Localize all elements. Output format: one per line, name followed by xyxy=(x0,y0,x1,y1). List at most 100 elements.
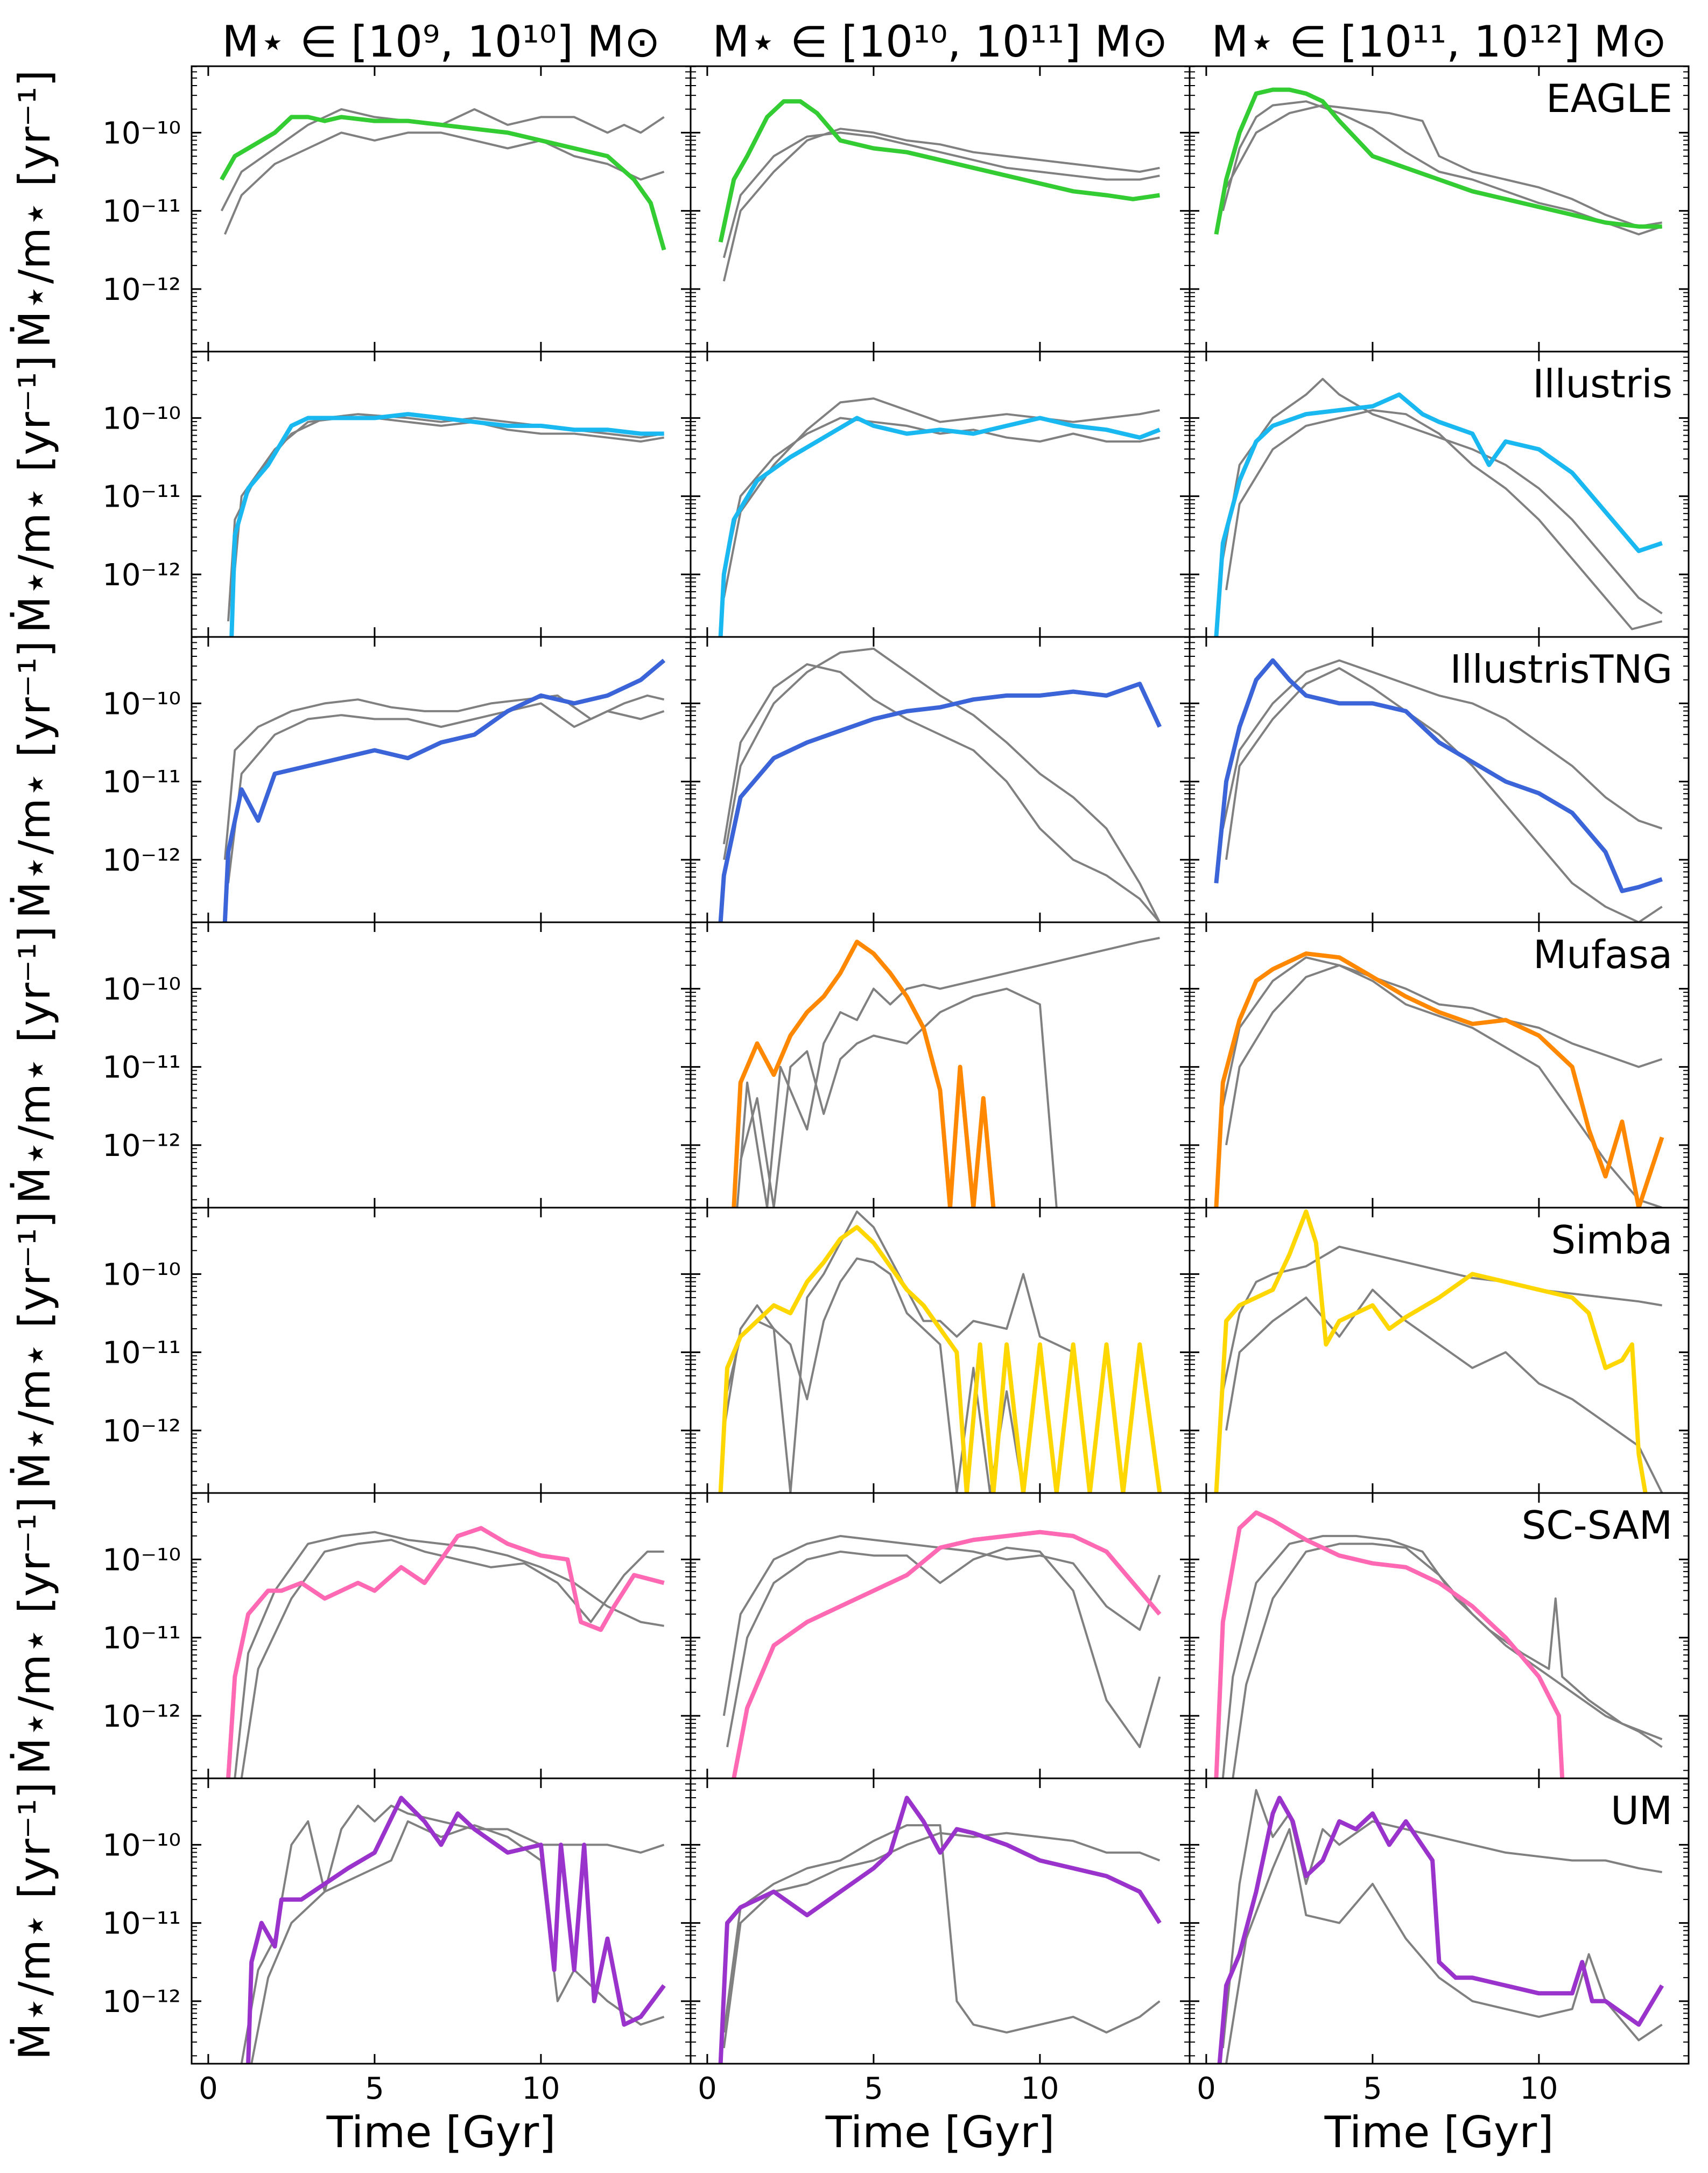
comparison-series-line xyxy=(722,1210,1091,1493)
y-tick-label: 10⁻¹⁰ xyxy=(102,686,181,721)
y-tick-label: 10⁻¹⁰ xyxy=(102,116,181,151)
y-tick-label: 10⁻¹² xyxy=(102,1414,181,1449)
x-tick-label: 5 xyxy=(864,2071,883,2106)
y-axis-label: Ṁ⋆/m⋆ [yr⁻¹] xyxy=(10,1782,60,2060)
highlight-series-line xyxy=(226,1526,665,1778)
panel: Simba xyxy=(1189,1207,1690,1494)
y-tick-label: 10⁻¹² xyxy=(102,1699,181,1734)
panel-frame xyxy=(690,1777,1191,2065)
comparison-series-line xyxy=(230,417,664,606)
comparison-series-line xyxy=(220,108,665,212)
panel-frame xyxy=(690,65,1191,353)
comparison-series-line xyxy=(722,1824,1161,2034)
ticks xyxy=(1190,1778,1689,2064)
y-axis-label: Ṁ⋆/m⋆ [yr⁻¹] xyxy=(10,1211,60,1489)
panel-frame xyxy=(690,921,1191,1209)
simulation-label: Illustris xyxy=(1533,361,1672,406)
column-titles: M⋆ ∈ [10⁹, 10¹⁰] M⊙ M⋆ ∈ [10¹⁰, 10¹¹] M⊙ M… xyxy=(222,17,1667,67)
comparison-series-line xyxy=(722,1534,1161,1716)
highlight-series-line xyxy=(222,658,666,922)
y-axis-label: Ṁ⋆/m⋆ [yr⁻¹] xyxy=(10,1497,60,1775)
highlight-series-line xyxy=(246,1796,666,2064)
comparison-series-line xyxy=(1221,1245,1662,1392)
comparison-series-line xyxy=(722,128,1160,282)
y-axis-labels: Ṁ⋆/m⋆ [yr⁻¹] Ṁ⋆/m⋆ [yr⁻¹] Ṁ⋆/m⋆ [yr⁻¹] Ṁ⋆/m… xyxy=(10,70,60,2060)
ticks xyxy=(691,1778,1190,2064)
row-um: 10⁻¹² 10⁻¹¹ 10⁻¹⁰ UM xyxy=(102,1777,1690,2065)
comparison-series-line xyxy=(1221,1534,1663,1778)
panel: Mufasa xyxy=(1189,921,1690,1209)
column-title: M⋆ ∈ [10¹¹, 10¹²] M⊙ xyxy=(1211,17,1667,67)
y-tick-label: 10⁻¹² xyxy=(102,843,181,878)
comparison-series-line xyxy=(240,1539,664,1778)
ticks xyxy=(691,922,1190,1208)
row-illustris: 10⁻¹² 10⁻¹¹ 10⁻¹⁰ Illustris xyxy=(102,351,1690,638)
panel-grid: 10⁻¹² 10⁻¹¹ 10⁻¹⁰ EAGLE 10⁻¹² 10⁻¹¹ 10⁻¹⁰ Illus… xyxy=(102,65,1690,2065)
y-tick-label: 10⁻¹² xyxy=(102,1128,181,1163)
panel xyxy=(690,351,1191,638)
ticks xyxy=(691,1207,1190,1493)
comparison-series-line xyxy=(722,647,1161,922)
comparison-series-line xyxy=(736,937,1160,1208)
highlight-series-line xyxy=(718,1796,1162,2064)
simulation-label: IllustrisTNG xyxy=(1450,647,1672,692)
column-title: M⋆ ∈ [10⁹, 10¹⁰] M⊙ xyxy=(222,17,660,67)
comparison-series-line xyxy=(250,1820,665,2064)
panel-frame xyxy=(191,636,692,923)
comparison-series-line xyxy=(1225,409,1663,630)
comparison-series-line xyxy=(722,397,1160,598)
x-tick-label: 10 xyxy=(522,2071,560,2106)
simulation-label: UM xyxy=(1611,1788,1672,1833)
highlight-series-line xyxy=(1217,1796,1664,2064)
panel-frame xyxy=(690,636,1191,923)
x-tick-label: 0 xyxy=(698,2071,717,2106)
highlight-series-line xyxy=(718,416,1161,637)
ticks xyxy=(1190,1492,1689,1778)
comparison-series-line xyxy=(1221,659,1663,830)
ticks xyxy=(691,1492,1190,1778)
y-axis-label: Ṁ⋆/m⋆ [yr⁻¹] xyxy=(10,641,60,919)
panel: 10⁻¹² 10⁻¹¹ 10⁻¹⁰ xyxy=(102,1207,692,1494)
panel-frame xyxy=(690,351,1191,638)
y-axis-label: Ṁ⋆/m⋆ [yr⁻¹] xyxy=(10,926,60,1204)
panel-frame xyxy=(191,921,692,1209)
ticks xyxy=(1190,636,1689,922)
row-illustristng: 10⁻¹² 10⁻¹¹ 10⁻¹⁰ IllustrisTNG xyxy=(102,636,1690,923)
highlight-series-line xyxy=(229,412,664,637)
panel-frame xyxy=(191,65,692,353)
panel: 10⁻¹² 10⁻¹¹ 10⁻¹⁰ xyxy=(102,351,692,638)
ticks xyxy=(192,1492,691,1778)
panel: 10⁻¹² 10⁻¹¹ 10⁻¹⁰ xyxy=(102,1777,692,2065)
highlight-series-line xyxy=(1214,1209,1648,1493)
y-axis-label: Ṁ⋆/m⋆ [yr⁻¹] xyxy=(10,355,60,633)
simulation-label: Simba xyxy=(1551,1217,1672,1263)
ticks xyxy=(192,922,691,1208)
panel: IllustrisTNG xyxy=(1189,636,1690,923)
highlight-series-line xyxy=(1214,87,1662,235)
y-tick-label: 10⁻¹⁰ xyxy=(102,1828,181,1863)
x-tick-label: 5 xyxy=(365,2071,384,2106)
panel-frame xyxy=(1189,1777,1690,2065)
comparison-series-line xyxy=(234,1531,664,1778)
x-tick-label: 5 xyxy=(1363,2071,1382,2106)
panel: 10⁻¹² 10⁻¹¹ 10⁻¹⁰ xyxy=(102,921,692,1209)
y-tick-label: 10⁻¹⁰ xyxy=(102,1257,181,1292)
simulation-label: SC-SAM xyxy=(1522,1503,1672,1548)
highlight-series-line xyxy=(718,1225,1162,1493)
x-axis-label: Time [Gyr] xyxy=(1324,2107,1554,2157)
x-axis-label: Time [Gyr] xyxy=(825,2107,1055,2157)
ticks xyxy=(192,636,691,922)
comparison-series-line xyxy=(1221,377,1663,615)
panel-frame xyxy=(191,351,692,638)
highlight-series-line xyxy=(732,1530,1162,1778)
ticks xyxy=(192,66,691,352)
panel: Illustris xyxy=(1189,351,1690,638)
y-tick-label: 10⁻¹⁰ xyxy=(102,1543,181,1578)
panel xyxy=(690,636,1191,923)
ticks xyxy=(192,1207,691,1493)
ticks xyxy=(1190,922,1689,1208)
comparison-series-line xyxy=(240,1804,665,2064)
ticks xyxy=(691,66,1190,352)
ticks xyxy=(192,351,691,637)
y-tick-label: 10⁻¹¹ xyxy=(102,1906,181,1941)
